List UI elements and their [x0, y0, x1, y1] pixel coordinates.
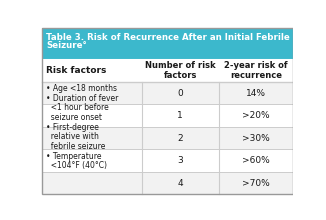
Text: • Duration of fever: • Duration of fever — [46, 94, 119, 103]
Bar — [42, 28, 293, 59]
Bar — [42, 104, 293, 127]
Text: 3: 3 — [177, 156, 183, 165]
Bar — [42, 172, 293, 194]
Bar — [42, 149, 293, 172]
Text: <1 hour before: <1 hour before — [46, 103, 109, 112]
Text: 0: 0 — [177, 89, 183, 98]
Text: Risk factors: Risk factors — [46, 66, 107, 75]
Text: >20%: >20% — [243, 111, 270, 120]
Text: relative with: relative with — [46, 132, 99, 141]
Text: >70%: >70% — [242, 178, 270, 187]
Text: >60%: >60% — [242, 156, 270, 165]
Text: febrile seizure: febrile seizure — [46, 142, 106, 151]
Text: 2: 2 — [177, 134, 183, 143]
Bar — [42, 127, 293, 149]
Text: <104°F (40°C): <104°F (40°C) — [46, 161, 107, 170]
Text: >30%: >30% — [242, 134, 270, 143]
Bar — [42, 59, 293, 82]
Text: seizure onset: seizure onset — [46, 113, 102, 122]
Text: 2-year risk of
recurrence: 2-year risk of recurrence — [224, 61, 288, 80]
Text: Seizure°: Seizure° — [46, 41, 87, 50]
Text: • Age <18 months: • Age <18 months — [46, 84, 117, 93]
Text: • Temperature: • Temperature — [46, 152, 102, 161]
Text: Table 3. Risk of Recurrence After an Initial Febrile: Table 3. Risk of Recurrence After an Ini… — [46, 33, 290, 42]
Text: 14%: 14% — [246, 89, 266, 98]
Text: • First-degree: • First-degree — [46, 123, 99, 132]
Bar — [42, 82, 293, 104]
Text: 1: 1 — [177, 111, 183, 120]
Text: Number of risk
factors: Number of risk factors — [145, 61, 215, 80]
Text: 4: 4 — [177, 178, 183, 187]
